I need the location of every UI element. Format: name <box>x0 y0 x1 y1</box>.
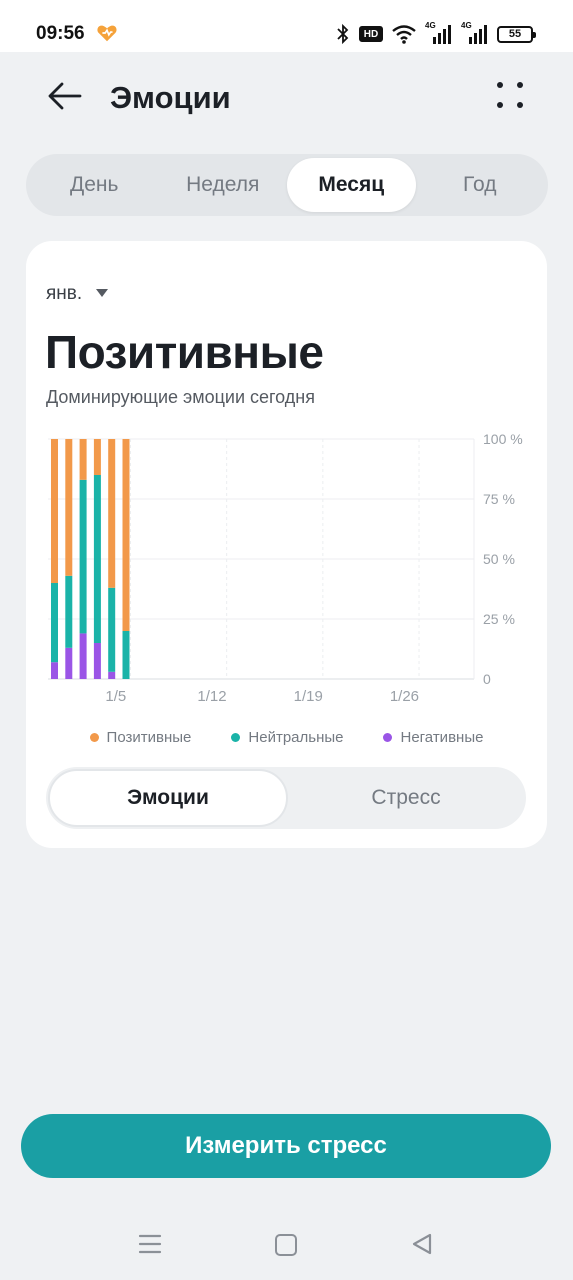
tab-month[interactable]: Месяц <box>287 158 416 212</box>
bar-segment <box>108 671 116 679</box>
tab-emotions[interactable]: Эмоции <box>48 769 288 827</box>
bar-segment <box>65 575 73 648</box>
legend-label: Негативные <box>400 729 484 746</box>
bar-segment <box>93 475 101 643</box>
emotions-chart-svg: 100 % 75 % 50 % 25 % 0 1/5 1/12 1/19 1/26 <box>48 431 523 705</box>
bar-segment <box>93 643 101 679</box>
network-type-label: 4G <box>461 21 472 30</box>
network-type-label: 4G <box>425 21 436 30</box>
bar-segment <box>79 439 87 480</box>
legend-dot <box>383 733 393 742</box>
bar-segment <box>65 647 73 679</box>
x-tick-label: 1/12 <box>197 688 226 705</box>
mode-tabs: Эмоции Стресс <box>46 767 526 829</box>
bar-segment <box>51 583 58 663</box>
tab-year[interactable]: Год <box>463 173 497 196</box>
y-tick-label: 0 <box>483 671 491 687</box>
tab-stress[interactable]: Стресс <box>371 786 441 809</box>
dominant-emotion: Позитивные <box>45 326 324 378</box>
measure-stress-button[interactable]: Измерить стресс <box>21 1114 551 1178</box>
legend-item-negative: Негативные <box>383 729 483 746</box>
period-tabs: День Неделя Месяц Год <box>26 154 548 216</box>
hd-icon: HD <box>359 26 383 42</box>
signal-icon: 4G <box>461 21 489 45</box>
bar-segment <box>51 662 58 679</box>
bar-segment <box>79 633 87 679</box>
bar-segment <box>93 439 101 475</box>
bar-segment <box>65 439 73 576</box>
legend-label: Позитивные <box>106 729 192 746</box>
y-tick-label: 50 % <box>483 551 515 567</box>
bar-segment <box>108 439 116 588</box>
bar-segment <box>122 631 130 679</box>
bar-segment <box>51 439 58 583</box>
bluetooth-icon <box>337 23 349 45</box>
bar-segment <box>122 439 130 631</box>
page-title: Эмоции <box>110 80 231 115</box>
arrow-left-icon[interactable] <box>44 76 84 116</box>
x-tick-label: 1/5 <box>105 688 126 705</box>
tab-week[interactable]: Неделя <box>186 173 260 196</box>
chart-legend: Позитивные Нейтральные Негативные <box>26 729 547 746</box>
caret-down-icon <box>96 289 109 297</box>
x-tick-label: 1/26 <box>390 688 419 705</box>
more-dots-icon[interactable] <box>495 80 525 110</box>
menu-icon[interactable] <box>138 1232 162 1256</box>
legend-item-positive: Позитивные <box>89 729 192 746</box>
wifi-icon <box>392 25 416 44</box>
back-triangle-icon[interactable] <box>410 1232 434 1256</box>
home-square-icon[interactable] <box>275 1234 297 1256</box>
tab-day[interactable]: День <box>70 173 119 196</box>
dominant-emotion-caption: Доминирующие эмоции сегодня <box>46 387 315 407</box>
legend-dot <box>89 733 99 742</box>
y-tick-label: 25 % <box>483 611 515 627</box>
app-bar: Эмоции <box>0 52 573 144</box>
month-dropdown[interactable]: янв. <box>46 283 109 305</box>
emotions-chart: 100 % 75 % 50 % 25 % 0 1/5 1/12 1/19 1/26 <box>26 427 547 717</box>
system-nav-bar <box>0 1212 573 1280</box>
status-time: 09:56 <box>36 23 85 44</box>
app-heart-icon <box>97 25 117 42</box>
battery-icon: 55 <box>497 25 536 43</box>
y-tick-label: 75 % <box>483 491 515 507</box>
bar-segment <box>108 587 116 672</box>
status-icons: HD 4G 4G 55 <box>335 21 536 46</box>
bar-segment <box>79 479 87 634</box>
legend-dot <box>231 733 241 742</box>
status-bar: 09:56 HD 4G 4G <box>0 0 573 52</box>
emotions-card: янв. Позитивные Доминирующие эмоции сего… <box>26 241 547 848</box>
legend-label: Нейтральные <box>248 729 344 746</box>
legend-item-neutral: Нейтральные <box>231 729 343 746</box>
signal-icon: 4G <box>425 21 453 45</box>
month-label: янв. <box>46 283 83 304</box>
x-tick-label: 1/19 <box>294 688 323 705</box>
y-tick-label: 100 % <box>483 431 523 447</box>
